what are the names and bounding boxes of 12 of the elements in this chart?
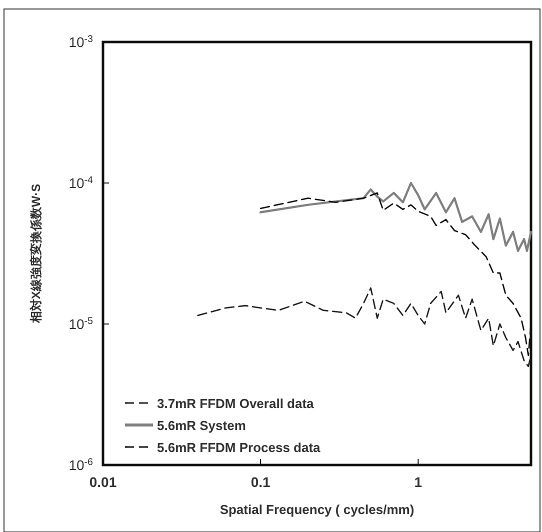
x-axis-title: Spatial Frequency ( cycles/mm) — [220, 502, 414, 517]
legend-label: 3.7mR FFDM Overall data — [157, 396, 315, 411]
y-tick-label: 10$^{-5}$ — [68, 316, 94, 332]
y-tick-label: 10$^{-3}$ — [68, 34, 94, 50]
legend-label: 5.6mR System — [157, 418, 246, 433]
x-tick-label: 1 — [414, 474, 422, 490]
y-axis-title: 相対X線強度変換係数W·S — [29, 184, 43, 324]
y-tick-label: 10$^{-6}$ — [68, 456, 94, 473]
x-tick-label: 0.01 — [89, 474, 117, 490]
x-tick-label: 0.1 — [250, 474, 271, 490]
y-tick-label: 10$^{-4}$ — [68, 174, 94, 191]
legend-label: 5.6mR FFDM Process data — [157, 440, 322, 455]
